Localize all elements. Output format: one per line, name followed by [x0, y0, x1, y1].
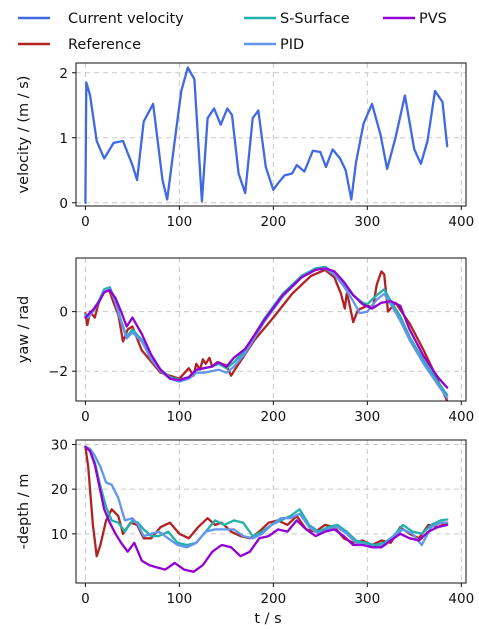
x-tick-label: 300 — [354, 591, 380, 607]
x-tick-label: 400 — [448, 409, 474, 425]
series-line-current-velocity — [84, 66, 449, 204]
series-line-reference — [84, 445, 449, 558]
x-tick-label: 100 — [166, 409, 192, 425]
x-tick-label: 100 — [166, 591, 192, 607]
legend-label-current-velocity: Current velocity — [68, 11, 184, 27]
x-tick-label: 400 — [448, 214, 474, 230]
x-tick-label: 200 — [260, 591, 286, 607]
plot-frame — [75, 62, 467, 207]
depth-panel: 0 100 200 300 400 10 20 30 -depth / m t / s — [16, 437, 474, 627]
y-tick-label: 20 — [51, 482, 68, 498]
x-tick-label: 100 — [166, 214, 192, 230]
x-tick-label: 400 — [448, 591, 474, 607]
legend-label-pid: PID — [280, 37, 304, 53]
velocity-panel: 0 100 200 300 400 0 1 2 velocity / (m / s) — [16, 62, 474, 230]
x-axis-label: t / s — [254, 611, 281, 627]
plot-frame — [75, 257, 467, 402]
legend: Current velocity Reference S-Surface PID… — [18, 11, 447, 53]
series-line-reference — [84, 268, 449, 401]
y-tick-label: 1 — [59, 131, 68, 147]
y-tick-label: 0 — [59, 196, 68, 212]
x-tick-label: 0 — [81, 591, 90, 607]
series-line-pvs — [84, 267, 449, 389]
y-axis-label: yaw / rad — [16, 296, 32, 363]
y-axis-label: velocity / (m / s) — [16, 76, 32, 194]
x-tick-label: 0 — [81, 409, 90, 425]
yaw-panel: 0 100 200 300 400 −2 0 yaw / rad — [16, 257, 474, 425]
x-tick-label: 300 — [354, 409, 380, 425]
y-tick-label: 2 — [59, 66, 68, 82]
x-tick-label: 200 — [260, 214, 286, 230]
series-line-s-surface — [84, 445, 449, 547]
y-tick-label: 10 — [51, 527, 68, 543]
series-line-pvs — [84, 445, 449, 573]
y-tick-label: −2 — [48, 364, 68, 380]
legend-label-s-surface: S-Surface — [280, 11, 350, 27]
x-tick-label: 0 — [81, 214, 90, 230]
plot-frame — [75, 439, 467, 584]
legend-label-pvs: PVS — [419, 11, 447, 27]
legend-label-reference: Reference — [68, 37, 141, 53]
y-tick-label: 0 — [59, 305, 68, 321]
y-tick-label: 30 — [51, 437, 68, 453]
y-axis-label: -depth / m — [16, 474, 32, 550]
x-tick-label: 300 — [354, 214, 380, 230]
series-line-pid — [84, 267, 449, 400]
x-tick-label: 200 — [260, 409, 286, 425]
